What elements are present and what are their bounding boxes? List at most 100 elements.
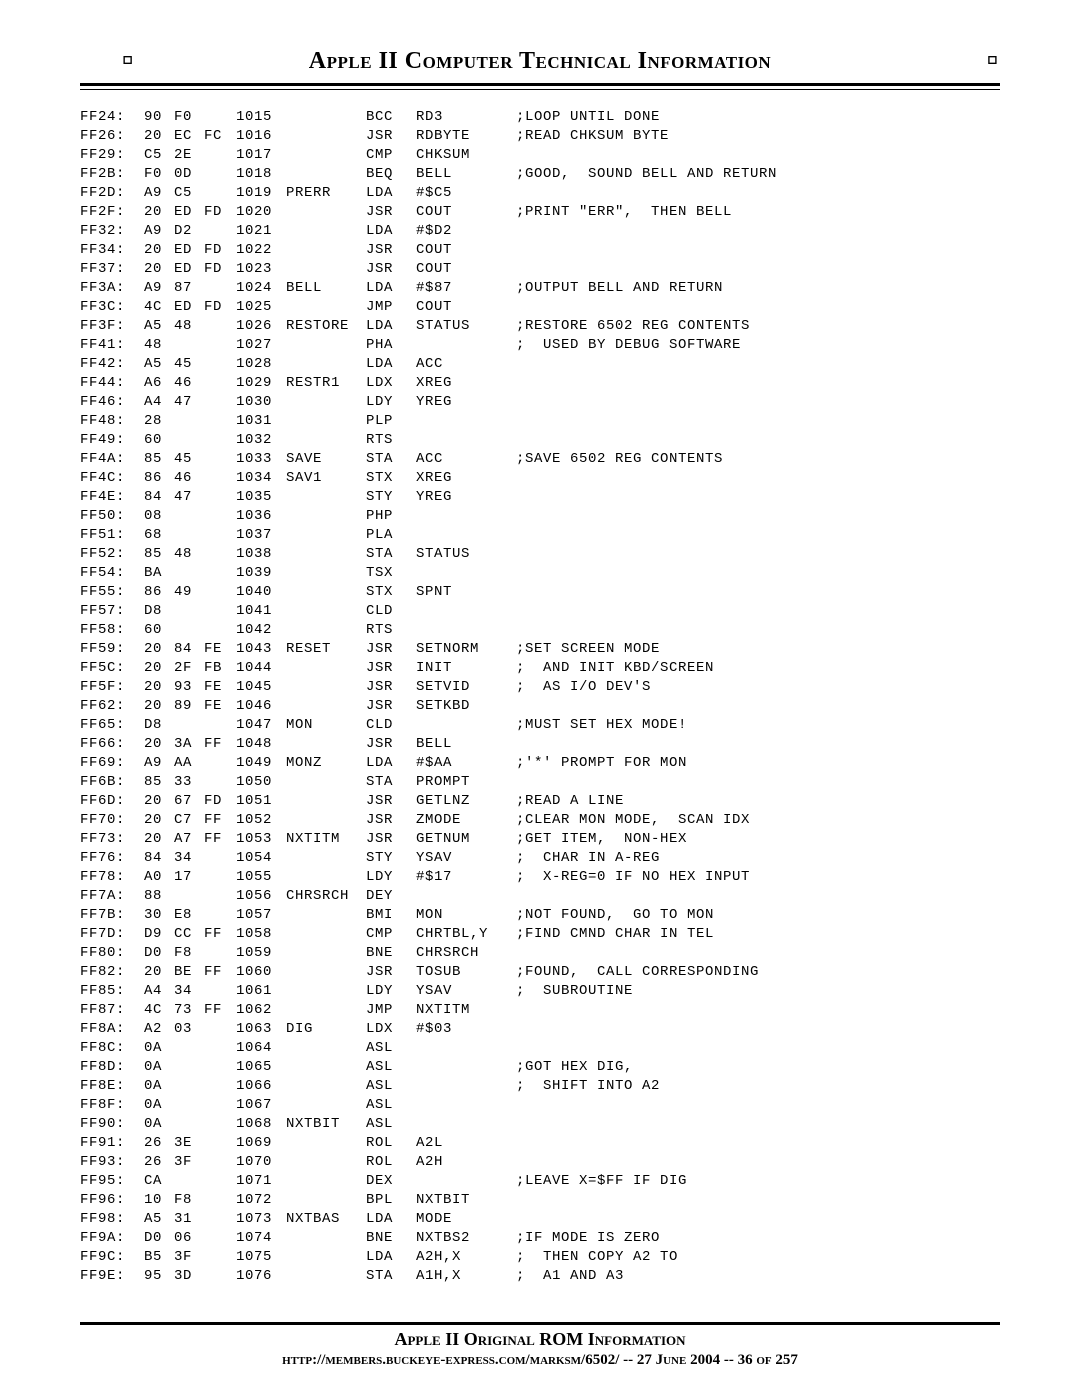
address: FF4E:	[80, 488, 144, 507]
label	[286, 431, 366, 450]
byte-1: 60	[144, 621, 174, 640]
operand: INIT	[416, 659, 516, 678]
operand: YREG	[416, 488, 516, 507]
byte-1: 60	[144, 431, 174, 450]
listing-row: FF91:263E1069ROLA2L	[80, 1134, 1000, 1153]
label	[286, 1229, 366, 1248]
byte-2: 3D	[174, 1267, 204, 1286]
address: FF87:	[80, 1001, 144, 1020]
label: NXTITM	[286, 830, 366, 849]
label	[286, 1248, 366, 1267]
operand	[416, 1096, 516, 1115]
byte-3: FF	[204, 811, 236, 830]
comment: ; A1 AND A3	[516, 1267, 1000, 1286]
listing-row: FF44:A6461029RESTR1LDXXREG	[80, 374, 1000, 393]
label	[286, 792, 366, 811]
label: BELL	[286, 279, 366, 298]
byte-2	[174, 716, 204, 735]
byte-2: 48	[174, 317, 204, 336]
address: FF3A:	[80, 279, 144, 298]
byte-1: A5	[144, 355, 174, 374]
document-page:  Apple II Computer Technical Informatio…	[0, 0, 1080, 1397]
comment	[516, 697, 1000, 716]
byte-2: EC	[174, 127, 204, 146]
mnemonic: DEY	[366, 887, 416, 906]
comment: ;IF MODE IS ZERO	[516, 1229, 1000, 1248]
comment: ;GET ITEM, NON-HEX	[516, 830, 1000, 849]
comment	[516, 241, 1000, 260]
label	[286, 602, 366, 621]
address: FF5F:	[80, 678, 144, 697]
byte-3: FE	[204, 678, 236, 697]
listing-row: FF2B:F00D1018BEQBELL;GOOD, SOUND BELL AN…	[80, 165, 1000, 184]
operand: RD3	[416, 108, 516, 127]
mnemonic: STX	[366, 583, 416, 602]
label	[286, 241, 366, 260]
operand: YREG	[416, 393, 516, 412]
byte-1: 85	[144, 773, 174, 792]
line-number: 1054	[236, 849, 286, 868]
line-number: 1062	[236, 1001, 286, 1020]
label: NXTBIT	[286, 1115, 366, 1134]
byte-1: D0	[144, 944, 174, 963]
line-number: 1019	[236, 184, 286, 203]
listing-row: FF4E:84471035STYYREG	[80, 488, 1000, 507]
byte-3	[204, 488, 236, 507]
byte-3	[204, 906, 236, 925]
operand	[416, 412, 516, 431]
listing-row: FF42:A5451028LDAACC	[80, 355, 1000, 374]
byte-3	[204, 1248, 236, 1267]
byte-3	[204, 1134, 236, 1153]
byte-1: 90	[144, 108, 174, 127]
listing-row: FF54:BA1039TSX	[80, 564, 1000, 583]
operand	[416, 336, 516, 355]
byte-1: 28	[144, 412, 174, 431]
byte-2: 49	[174, 583, 204, 602]
mnemonic: LDA	[366, 184, 416, 203]
comment	[516, 222, 1000, 241]
address: FF82:	[80, 963, 144, 982]
byte-2	[174, 1077, 204, 1096]
label: RESTORE	[286, 317, 366, 336]
line-number: 1064	[236, 1039, 286, 1058]
line-number: 1034	[236, 469, 286, 488]
byte-1: 0A	[144, 1039, 174, 1058]
byte-3	[204, 507, 236, 526]
operand: #$17	[416, 868, 516, 887]
byte-3	[204, 450, 236, 469]
comment: ;'*' PROMPT FOR MON	[516, 754, 1000, 773]
label	[286, 412, 366, 431]
operand: A2H	[416, 1153, 516, 1172]
label	[286, 925, 366, 944]
listing-row: FF9E:953D1076STAA1H,X; A1 AND A3	[80, 1267, 1000, 1286]
listing-row: FF69:A9AA1049MONZLDA#$AA;'*' PROMPT FOR …	[80, 754, 1000, 773]
mnemonic: PLA	[366, 526, 416, 545]
byte-1: 86	[144, 469, 174, 488]
byte-1: CA	[144, 1172, 174, 1191]
byte-3	[204, 849, 236, 868]
listing-row: FF51:681037PLA	[80, 526, 1000, 545]
byte-3	[204, 1058, 236, 1077]
comment	[516, 431, 1000, 450]
listing-row: FF32:A9D21021LDA#$D2	[80, 222, 1000, 241]
operand: MODE	[416, 1210, 516, 1229]
byte-2: 06	[174, 1229, 204, 1248]
byte-1: 10	[144, 1191, 174, 1210]
byte-1: 0A	[144, 1096, 174, 1115]
line-number: 1041	[236, 602, 286, 621]
byte-3	[204, 412, 236, 431]
label	[286, 1096, 366, 1115]
byte-2: 87	[174, 279, 204, 298]
operand: BELL	[416, 735, 516, 754]
comment: ;SAVE 6502 REG CONTENTS	[516, 450, 1000, 469]
label	[286, 165, 366, 184]
byte-1: 20	[144, 697, 174, 716]
comment	[516, 944, 1000, 963]
comment	[516, 526, 1000, 545]
line-number: 1035	[236, 488, 286, 507]
address: FF65:	[80, 716, 144, 735]
mnemonic: RTS	[366, 431, 416, 450]
line-number: 1045	[236, 678, 286, 697]
operand: ACC	[416, 355, 516, 374]
line-number: 1069	[236, 1134, 286, 1153]
